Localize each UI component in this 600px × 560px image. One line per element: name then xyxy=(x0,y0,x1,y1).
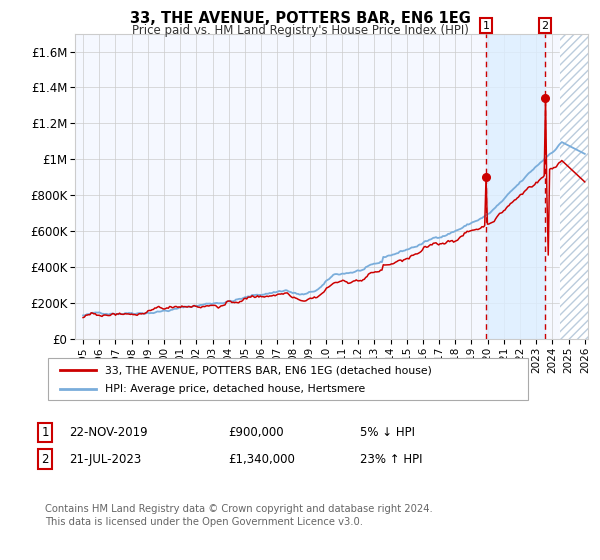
Text: 1: 1 xyxy=(482,21,490,31)
Text: HPI: Average price, detached house, Hertsmere: HPI: Average price, detached house, Hert… xyxy=(105,384,365,394)
Bar xyxy=(560,34,593,339)
Text: 33, THE AVENUE, POTTERS BAR, EN6 1EG (detached house): 33, THE AVENUE, POTTERS BAR, EN6 1EG (de… xyxy=(105,365,432,375)
Bar xyxy=(560,34,593,339)
Text: 23% ↑ HPI: 23% ↑ HPI xyxy=(360,452,422,466)
Text: 22-NOV-2019: 22-NOV-2019 xyxy=(69,426,148,439)
Text: 2: 2 xyxy=(542,21,548,31)
Text: £1,340,000: £1,340,000 xyxy=(228,452,295,466)
Text: 1: 1 xyxy=(41,426,49,439)
Text: 2: 2 xyxy=(41,452,49,466)
Text: 21-JUL-2023: 21-JUL-2023 xyxy=(69,452,141,466)
Text: 33, THE AVENUE, POTTERS BAR, EN6 1EG: 33, THE AVENUE, POTTERS BAR, EN6 1EG xyxy=(130,11,470,26)
Text: 5% ↓ HPI: 5% ↓ HPI xyxy=(360,426,415,439)
Bar xyxy=(486,34,545,339)
Text: £900,000: £900,000 xyxy=(228,426,284,439)
Text: Price paid vs. HM Land Registry's House Price Index (HPI): Price paid vs. HM Land Registry's House … xyxy=(131,24,469,36)
Text: Contains HM Land Registry data © Crown copyright and database right 2024.
This d: Contains HM Land Registry data © Crown c… xyxy=(45,504,433,527)
